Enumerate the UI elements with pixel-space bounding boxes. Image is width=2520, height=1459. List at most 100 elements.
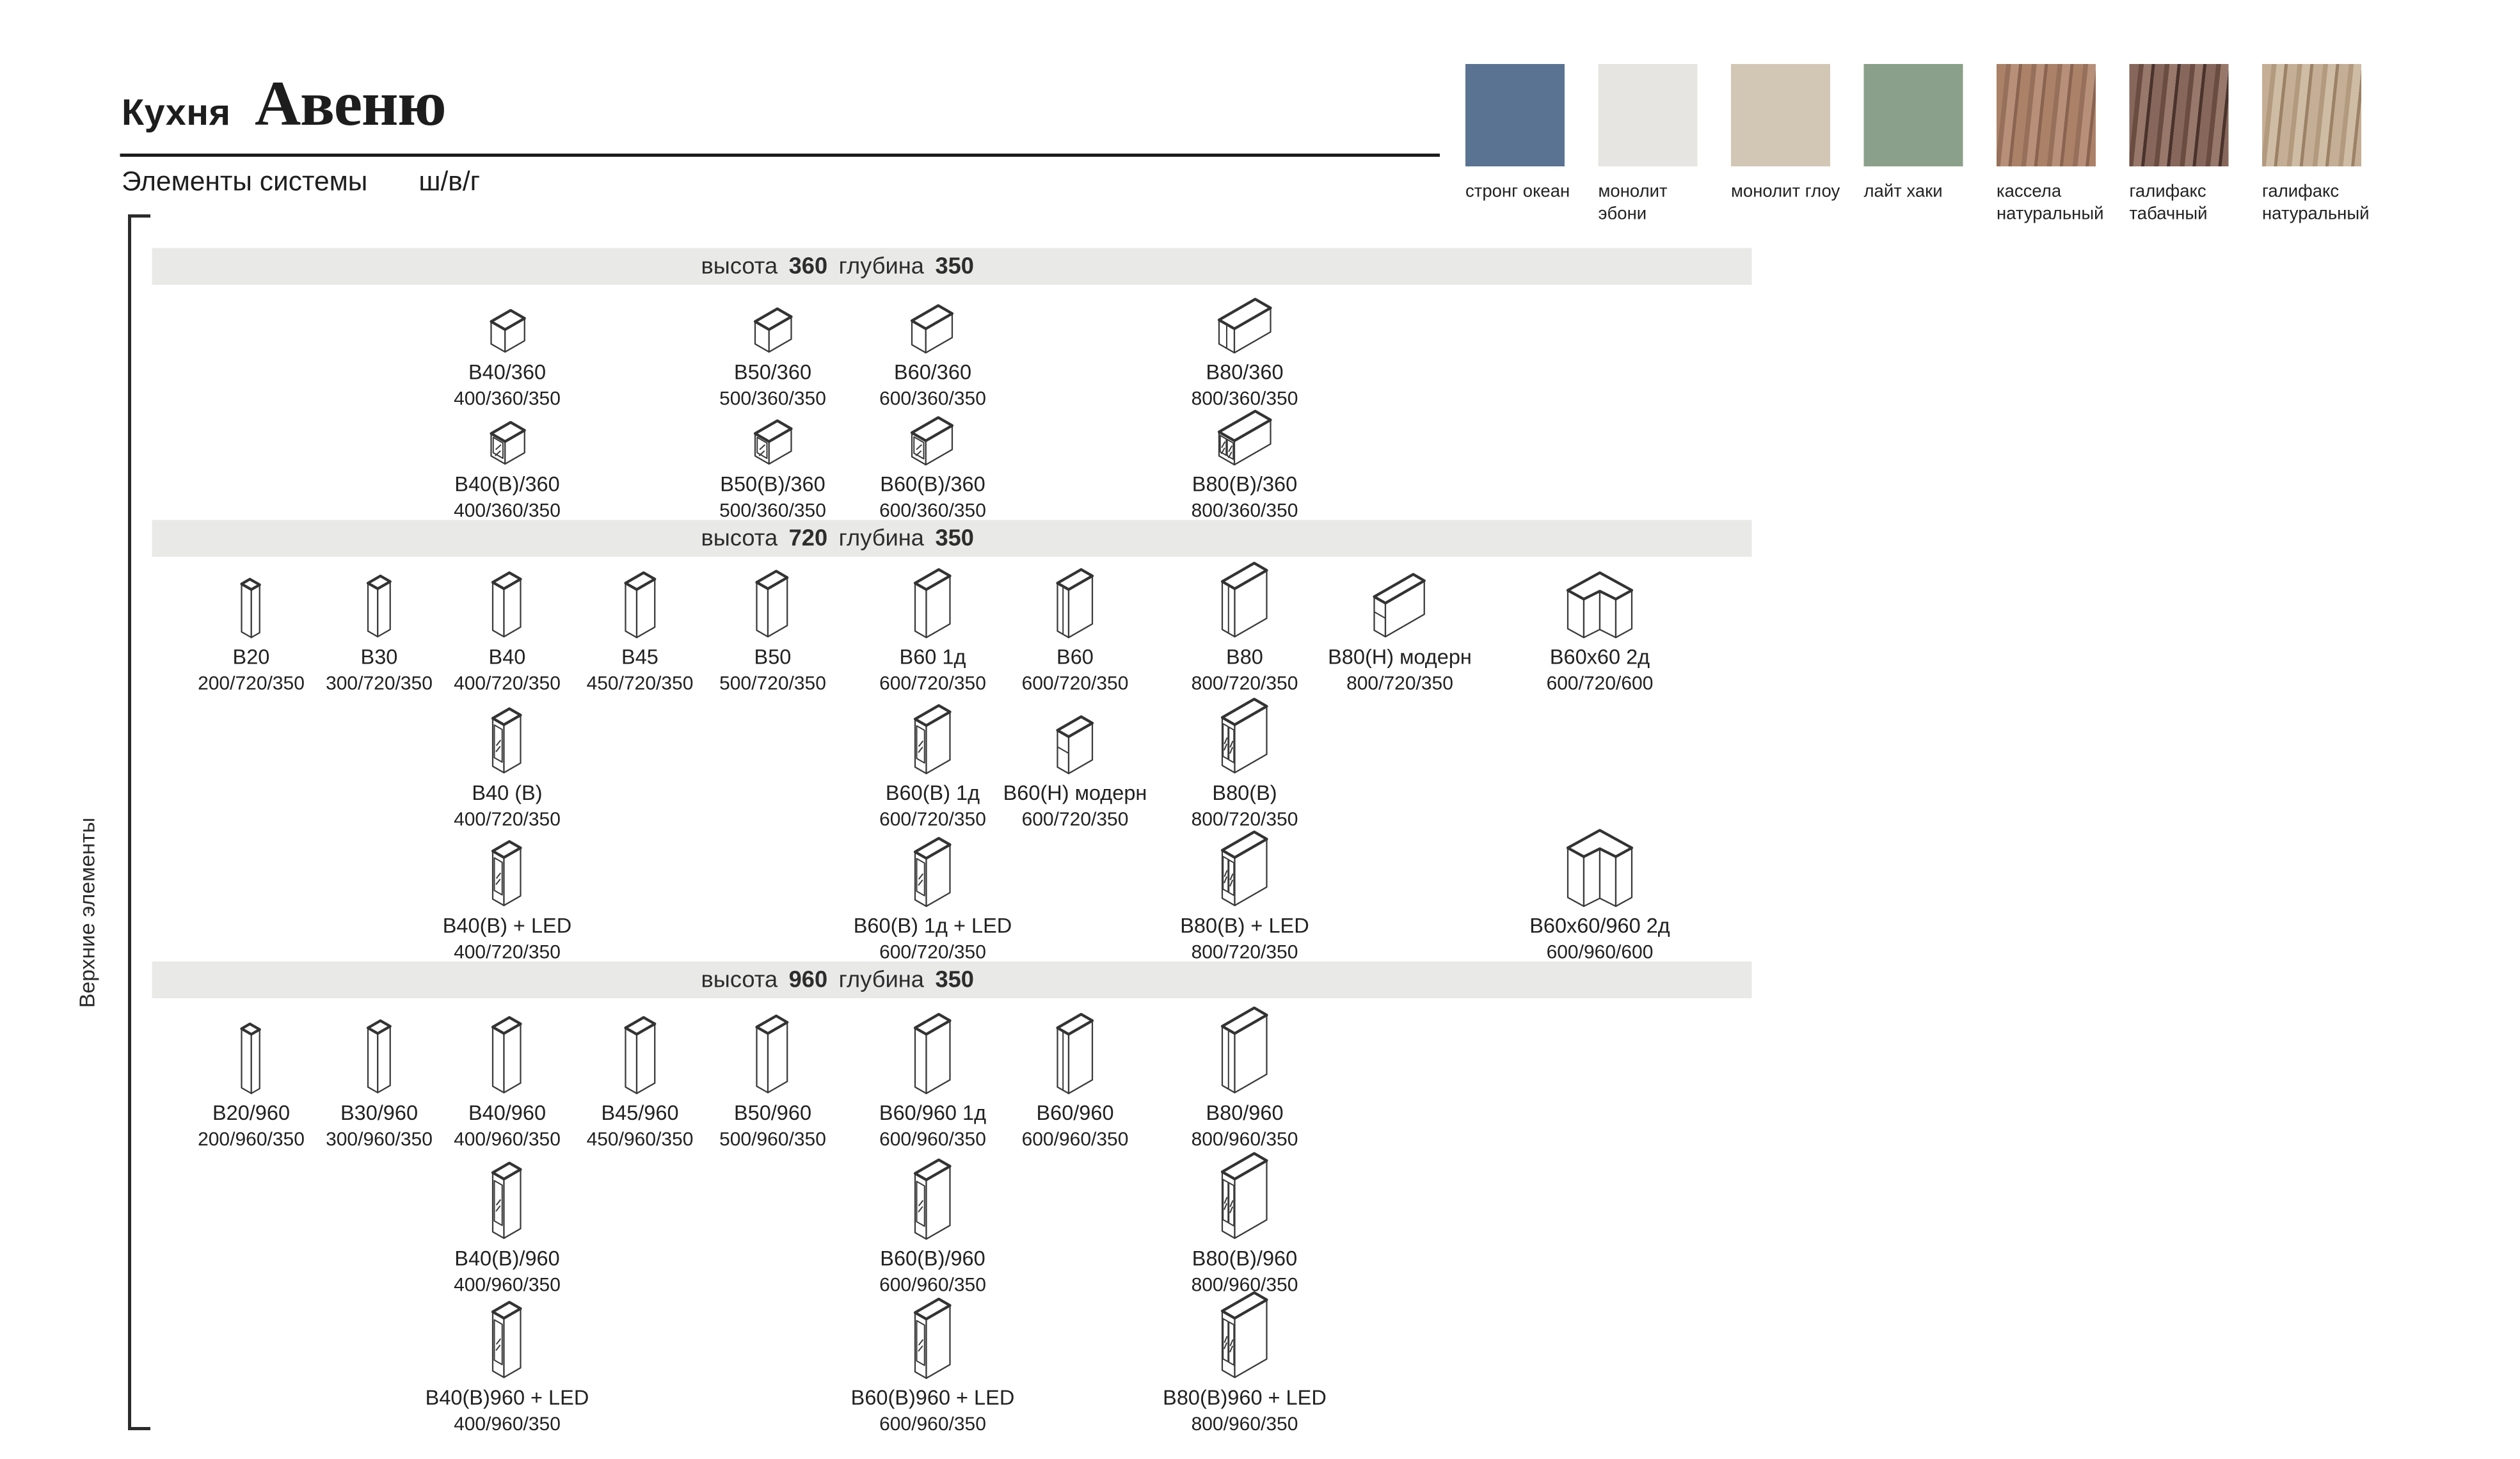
group-bracket-tick-top [128, 214, 150, 218]
cabinet-dimensions: 800/960/350 [1191, 1412, 1298, 1435]
cabinet-model-label: В30/960 [340, 1101, 419, 1125]
cabinet-iso-icon [490, 563, 524, 640]
cabinet-item: В40(В)960 + LED 400/960/350 [387, 1293, 627, 1434]
section-header-text: 960 [788, 967, 828, 993]
cabinet-iso-icon [912, 829, 953, 909]
cabinet-dimensions: 600/720/350 [879, 671, 986, 694]
cabinet-dimensions: 800/720/350 [1191, 807, 1298, 830]
cabinet-model-label: В50/960 [733, 1101, 812, 1125]
cabinet-model-label: В40(В) + LED [442, 913, 572, 937]
cabinet-dimensions: 500/360/350 [719, 386, 826, 409]
finish-name: галифакс натуральный [2262, 182, 2370, 225]
cabinet-model-label: В60х60/960 2д [1529, 913, 1670, 937]
cabinet-item: В80(Н) модерн 800/720/350 [1280, 563, 1520, 694]
cabinet-dimensions: 200/960/350 [198, 1127, 305, 1150]
cabinet-model-label: В40 (В) [472, 781, 543, 805]
cabinet-model-label: В80/960 [1206, 1101, 1284, 1125]
cabinet-model-label: В80(Н) модерн [1328, 644, 1472, 669]
cabinet-dimensions: 400/960/350 [454, 1127, 561, 1150]
cabinet-model-label: В80(В) [1212, 781, 1277, 805]
cabinet-dimensions: 200/720/350 [198, 671, 305, 694]
cabinet-dimensions: 600/720/350 [879, 807, 986, 830]
cabinet-iso-icon [239, 563, 263, 640]
cabinet-model-label: В60/360 [893, 360, 972, 384]
cabinet-model-label: В60(В)/360 [880, 472, 985, 496]
page-title: Авеню [255, 67, 447, 140]
section-header-band: высота 360 глубина 350 [152, 248, 1752, 285]
cabinet-dimensions: 600/360/350 [879, 498, 986, 521]
cabinet-iso-icon [912, 563, 953, 640]
section-header-text: высота [701, 967, 778, 993]
cabinet-dimensions: 600/720/350 [879, 939, 986, 962]
finish-name: лайт хаки [1863, 182, 1943, 202]
cabinet-item: В40/360 400/360/350 [387, 288, 627, 409]
section-header-text: 360 [788, 253, 828, 280]
cabinet-item: В60/960 1д 600/960/350 [813, 1010, 1053, 1149]
finish-color-chip [1863, 64, 1963, 166]
cabinet-model-label: В60х60 2д [1549, 644, 1650, 669]
cabinet-item: В40 400/720/350 [387, 563, 627, 694]
cabinet-dimensions: 600/960/350 [879, 1412, 986, 1435]
cabinet-item: В40(В)/960 400/960/350 [387, 1154, 627, 1295]
cabinet-dimensions: 400/360/350 [454, 498, 561, 521]
cabinet-dimensions: 300/960/350 [326, 1127, 433, 1150]
cabinet-iso-icon [754, 1010, 792, 1096]
cabinet-iso-icon [490, 696, 524, 776]
cabinet-iso-icon [1055, 1010, 1096, 1096]
cabinet-dimensions: 600/960/350 [1021, 1127, 1129, 1150]
finish-color-chip [1598, 64, 1698, 166]
cabinet-model-label: В40(В)960 + LED [425, 1385, 589, 1410]
group-bracket-line [128, 214, 131, 1430]
cabinet-model-label: В50/360 [733, 360, 812, 384]
dims-legend: ш/в/г [419, 166, 481, 197]
cabinet-iso-icon [1371, 563, 1428, 640]
cabinet-item: В80(В)960 + LED 800/960/350 [1125, 1291, 1365, 1435]
cabinet-item: В50/960 500/960/350 [653, 1010, 893, 1150]
cabinet-model-label: В50 [754, 644, 792, 669]
finish-swatch: галифакс табачный [2129, 64, 2229, 227]
cabinet-model-label: В40/960 [468, 1101, 546, 1125]
cabinet-item: В40 (В) 400/720/350 [387, 696, 627, 829]
cabinet-dimensions: 800/720/350 [1346, 671, 1453, 694]
section-header-text: 720 [788, 525, 828, 552]
section-header-band: высота 720 глубина 350 [152, 520, 1752, 557]
cabinet-item: В80(В)/960 800/960/350 [1125, 1152, 1365, 1295]
cabinet-item: В30 300/720/350 [259, 563, 499, 694]
cabinet-iso-icon [487, 288, 527, 355]
finish-swatch: стронг океан [1465, 64, 1570, 227]
cabinet-model-label: В40/360 [468, 360, 546, 384]
cabinet-dimensions: 600/360/350 [879, 386, 986, 409]
cabinet-item: В60х60/960 2д 600/960/600 [1480, 828, 1720, 962]
cabinet-item: В80(В) 800/720/350 [1125, 696, 1365, 830]
cabinet-dimensions: 600/960/600 [1546, 939, 1654, 962]
cabinet-iso-icon [909, 288, 956, 355]
finish-swatches: стронг океан монолит эбони монолит глоу лай… [1465, 64, 2370, 227]
cabinet-item: В50(В)/360 500/360/350 [653, 400, 893, 521]
cabinet-model-label: В60 1д [899, 644, 966, 669]
finish-name: монолит эбони [1598, 182, 1668, 225]
cabinet-item: В80(В) + LED 800/720/350 [1125, 829, 1365, 962]
cabinet-iso-icon [912, 1010, 953, 1096]
finish-name: монолит глоу [1731, 182, 1840, 202]
cabinet-iso-icon [622, 563, 658, 640]
cabinet-item: В30/960 300/960/350 [259, 1010, 499, 1150]
cabinet-dimensions: 800/360/350 [1191, 386, 1298, 409]
cabinet-dimensions: 600/720/600 [1546, 671, 1654, 694]
section-header-text: глубина [838, 253, 924, 280]
cabinet-item: В45/960 450/960/350 [520, 1010, 760, 1149]
cabinet-dimensions: 600/720/350 [1021, 671, 1129, 694]
finish-color-chip [1465, 64, 1565, 166]
cabinet-dimensions: 500/360/350 [719, 498, 826, 521]
section-header-text: 350 [935, 525, 974, 552]
cabinet-iso-icon [912, 1154, 953, 1242]
cabinet-dimensions: 400/360/350 [454, 386, 561, 409]
cabinet-model-label: В45 [621, 644, 658, 669]
cabinet-dimensions: 500/960/350 [719, 1127, 826, 1150]
finish-color-chip [2129, 64, 2229, 166]
section-header-text: глубина [838, 525, 924, 552]
cabinet-dimensions: 800/720/350 [1191, 671, 1298, 694]
cabinet-iso-icon [754, 563, 792, 640]
cabinet-iso-icon [1219, 1006, 1270, 1096]
